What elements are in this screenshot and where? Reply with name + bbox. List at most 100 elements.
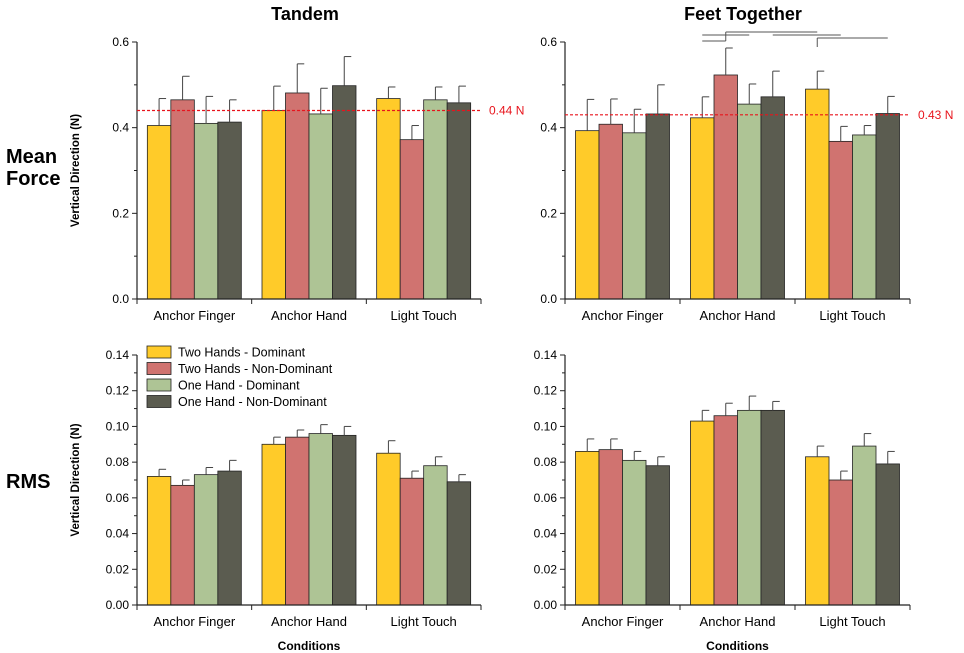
category-label: Anchor Finger (582, 614, 664, 629)
bar (261, 443, 286, 606)
bar (713, 74, 738, 300)
y-tick-label: 0.02 (106, 562, 130, 576)
category-label: Anchor Hand (271, 308, 347, 323)
bar (446, 102, 472, 300)
y-tick-label: 0.08 (106, 455, 130, 469)
bar (446, 481, 472, 606)
bar (193, 122, 219, 300)
bar (737, 103, 762, 300)
bar (217, 121, 242, 300)
bar (399, 139, 425, 300)
bar (622, 132, 647, 300)
bar (852, 445, 877, 606)
category-label: Anchor Hand (271, 614, 347, 629)
category-label: Light Touch (391, 614, 457, 629)
x-axis-title: Conditions (706, 639, 769, 653)
bar (285, 436, 310, 606)
bar (423, 99, 448, 300)
y-axis-title: Vertical Direction (N) (70, 423, 82, 536)
bar (598, 123, 623, 300)
y-tick-label: 0.04 (534, 527, 558, 541)
bar (598, 449, 623, 606)
legend-label: One Hand - Non-Dominant (178, 395, 327, 409)
chart-panel-1: 0.0 0.2 0.4 0.6 Anchor Finger Anchor Hand Ligh… (540, 31, 953, 323)
category-label: Light Touch (391, 308, 457, 323)
y-tick-label: 0.6 (540, 35, 557, 49)
category-label: Light Touch (819, 614, 885, 629)
bar (332, 434, 357, 606)
bar (645, 465, 670, 606)
category-label: Anchor Hand (700, 308, 776, 323)
y-tick-label: 0.06 (106, 491, 130, 505)
legend-swatch (146, 378, 172, 392)
y-tick-label: 0.12 (106, 384, 130, 398)
bar (875, 113, 900, 300)
bar (805, 456, 830, 606)
bar (760, 409, 785, 606)
y-tick-label: 0.08 (534, 455, 558, 469)
bar (575, 130, 600, 300)
category-label: Anchor Finger (154, 614, 236, 629)
bar (828, 140, 853, 300)
legend-label: One Hand - Dominant (178, 379, 300, 393)
y-tick-label: 0.4 (540, 121, 557, 135)
category-label: Anchor Finger (154, 308, 236, 323)
reference-line-label: 0.43 N (918, 108, 953, 122)
bar (261, 110, 286, 300)
legend-swatch (146, 345, 172, 359)
bar (146, 125, 172, 300)
bar (376, 98, 401, 300)
y-tick-label: 0.04 (106, 527, 130, 541)
bar (737, 409, 762, 606)
y-tick-label: 0.4 (112, 121, 129, 135)
reference-line-label: 0.44 N (489, 104, 524, 118)
y-tick-label: 0.10 (534, 419, 558, 433)
y-tick-label: 0.02 (534, 562, 558, 576)
bar (852, 134, 877, 300)
category-label: Anchor Finger (582, 308, 664, 323)
bar (713, 415, 738, 606)
y-tick-label: 0.06 (534, 491, 558, 505)
y-tick-label: 0.6 (112, 35, 129, 49)
y-tick-label: 0.12 (534, 384, 558, 398)
bar (308, 433, 333, 606)
bar (217, 470, 242, 606)
category-label: Anchor Hand (700, 614, 776, 629)
column-title-feet-together: Feet Together (684, 4, 802, 24)
bar (308, 113, 333, 300)
chart-panel-2: 0.00 0.02 0.04 0.06 0.08 0.10 0.12 0.14 Anchor F… (70, 348, 482, 653)
x-axis-title: Conditions (278, 639, 341, 653)
bar (645, 113, 670, 300)
bar (193, 474, 219, 606)
y-tick-label: 0.10 (106, 419, 130, 433)
legend-swatch (146, 395, 172, 408)
chart-panel-3: 0.00 0.02 0.04 0.06 0.08 0.10 0.12 0.14 Anchor F… (534, 348, 911, 653)
row-label-rms: RMS (6, 471, 50, 493)
y-tick-label: 0.00 (106, 598, 130, 612)
y-tick-label: 0.0 (112, 292, 129, 306)
bar (875, 463, 900, 606)
y-tick-label: 0.2 (540, 206, 557, 220)
chart-panel-0: 0.0 0.2 0.4 0.6 Anchor Finger Anchor Hand Ligh… (70, 35, 524, 323)
bar (170, 99, 195, 300)
bar (690, 420, 715, 606)
bar (285, 92, 310, 300)
legend-label: Two Hands - Dominant (178, 346, 306, 360)
y-tick-label: 0.14 (534, 348, 558, 362)
y-tick-label: 0.2 (112, 206, 129, 220)
y-axis-title: Vertical Direction (N) (70, 114, 82, 227)
row-label-line: RMS (6, 471, 50, 493)
column-title-tandem: Tandem (271, 4, 339, 24)
row-label-mean-force: Mean Force (6, 146, 60, 190)
bar (423, 465, 448, 606)
bar (805, 88, 830, 300)
legend: Two Hands - Dominant Two Hands - Non-Domi… (146, 345, 333, 409)
bar (575, 451, 600, 606)
bar (332, 85, 357, 300)
y-tick-label: 0.14 (106, 348, 130, 362)
bar (376, 452, 401, 606)
legend-swatch (146, 362, 172, 375)
y-tick-label: 0.0 (540, 292, 557, 306)
row-label-line: Force (6, 168, 60, 190)
